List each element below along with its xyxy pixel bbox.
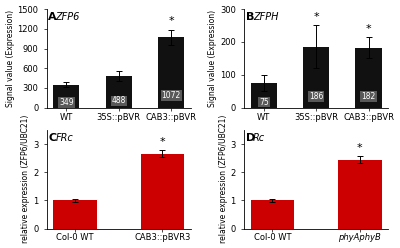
Bar — [158, 37, 184, 108]
Text: FRc: FRc — [55, 133, 73, 143]
Text: *: * — [168, 16, 174, 26]
Text: 488: 488 — [112, 96, 126, 105]
Text: B: B — [246, 12, 254, 22]
Text: C: C — [48, 133, 56, 143]
Bar — [251, 200, 294, 229]
Text: *: * — [313, 12, 319, 22]
Text: ZFP6: ZFP6 — [55, 12, 80, 22]
Bar — [53, 85, 80, 108]
Bar — [338, 159, 382, 229]
Text: 186: 186 — [309, 92, 323, 101]
Y-axis label: relative expression (ZFP6/UBC21): relative expression (ZFP6/UBC21) — [219, 115, 228, 244]
Y-axis label: Signal value (Expression): Signal value (Expression) — [6, 10, 14, 107]
Text: 182: 182 — [361, 92, 376, 101]
Text: *: * — [160, 137, 165, 147]
Bar — [106, 76, 132, 108]
Bar — [251, 83, 277, 108]
Text: 349: 349 — [59, 98, 74, 107]
Text: D: D — [246, 133, 255, 143]
Text: ZFPH: ZFPH — [253, 12, 278, 22]
Bar — [140, 154, 184, 229]
Text: 1072: 1072 — [162, 91, 181, 100]
Text: Rc: Rc — [253, 133, 265, 143]
Text: A: A — [48, 12, 57, 22]
Text: *: * — [366, 24, 371, 34]
Bar — [53, 200, 97, 229]
Text: *: * — [357, 143, 362, 153]
Text: 75: 75 — [259, 97, 269, 107]
Bar — [356, 48, 382, 108]
Y-axis label: Signal value (Expression): Signal value (Expression) — [208, 10, 217, 107]
Y-axis label: relative expression (ZFP6/UBC21): relative expression (ZFP6/UBC21) — [21, 115, 30, 244]
Bar — [303, 47, 329, 108]
